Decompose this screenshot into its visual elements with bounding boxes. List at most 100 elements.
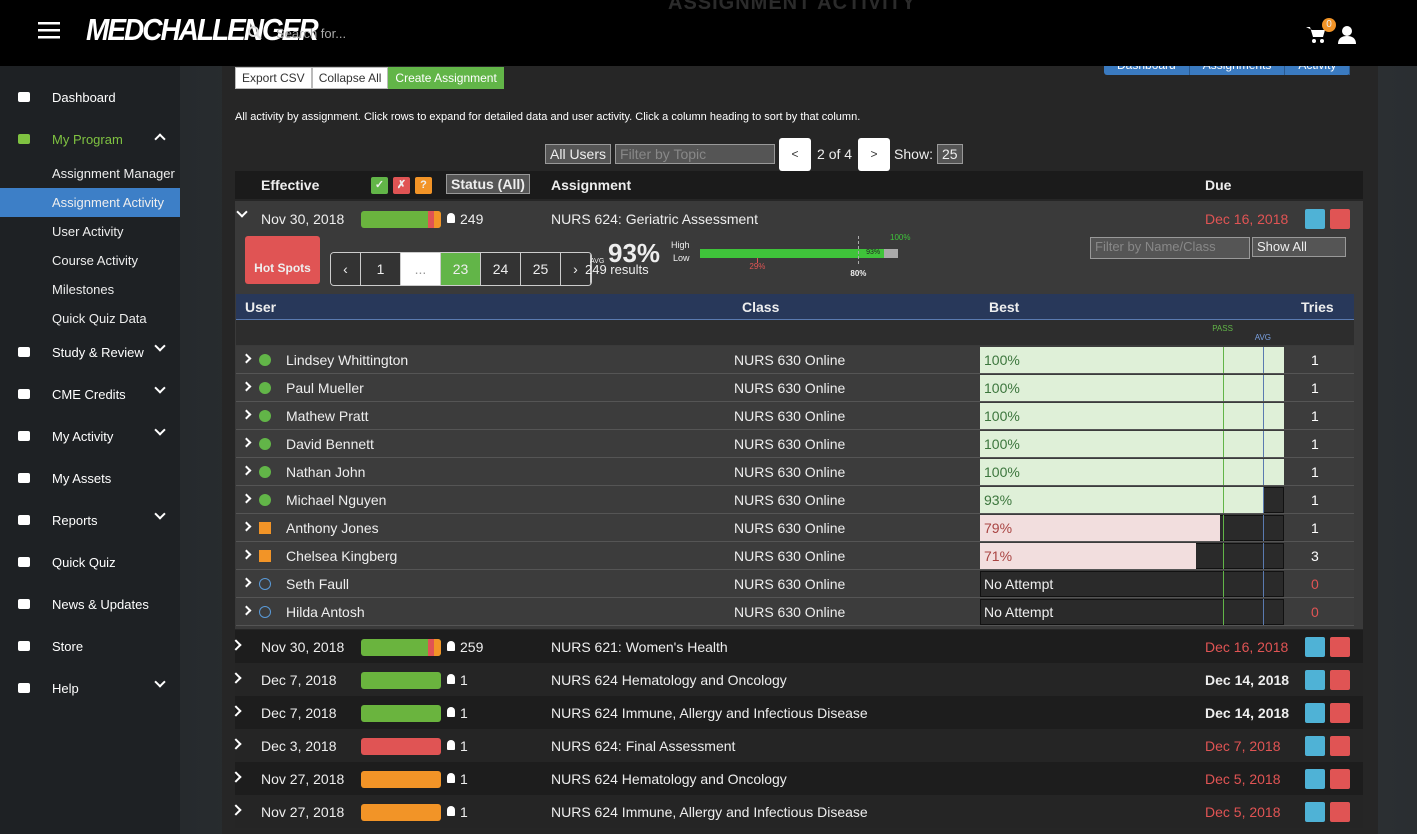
tries: 1 bbox=[1311, 520, 1319, 536]
nav-item[interactable]: My Program bbox=[52, 132, 123, 147]
user-class: NURS 630 Online bbox=[734, 436, 846, 452]
subnav-item[interactable]: Assignment Activity bbox=[0, 188, 180, 217]
status-filter[interactable]: ? bbox=[415, 177, 432, 194]
status-bar-segment bbox=[434, 211, 441, 228]
nav-item[interactable]: Dashboard bbox=[52, 90, 116, 105]
settings-button[interactable] bbox=[1305, 736, 1325, 756]
assignment-name[interactable]: NURS 624 Hematology and Oncology bbox=[551, 771, 787, 787]
user-name[interactable]: Michael Nguyen bbox=[286, 492, 387, 508]
max-label: 100% bbox=[890, 233, 911, 242]
assignment-name[interactable]: NURS 624 Hematology and Oncology bbox=[551, 672, 787, 688]
assignment-name[interactable]: NURS 624 Immune, Allergy and Infectious … bbox=[551, 804, 868, 820]
settings-button[interactable] bbox=[1305, 703, 1325, 723]
logo[interactable]: MEDCHALLENGER bbox=[86, 12, 319, 47]
delete-button[interactable] bbox=[1330, 703, 1350, 723]
settings-button[interactable] bbox=[1305, 637, 1325, 657]
subnav-item[interactable]: User Activity bbox=[52, 224, 124, 239]
pass-line bbox=[1223, 515, 1225, 541]
high-label: High bbox=[671, 240, 690, 250]
min-label: 29% bbox=[749, 262, 766, 271]
topic-filter[interactable]: Filter by Topic bbox=[615, 144, 776, 164]
pass-line bbox=[1223, 431, 1225, 457]
subnav-item[interactable]: Quick Quiz Data bbox=[52, 311, 147, 326]
delete-button[interactable] bbox=[1330, 802, 1350, 822]
page-title: ASSIGNMENT ACTIVITY bbox=[668, 0, 917, 14]
user-name[interactable]: Mathew Pratt bbox=[286, 408, 369, 424]
toolbar-button[interactable]: Create Assignment bbox=[388, 67, 504, 89]
user-name[interactable]: Chelsea Kingberg bbox=[286, 548, 398, 564]
subnav-item[interactable]: Milestones bbox=[52, 282, 115, 297]
hot-spots-button[interactable]: Hot Spots bbox=[245, 236, 320, 284]
nav-item[interactable]: My Activity bbox=[52, 429, 114, 444]
status-filter[interactable]: ✓ bbox=[371, 177, 388, 194]
user-name[interactable]: Anthony Jones bbox=[286, 520, 379, 536]
user-name[interactable]: Hilda Antosh bbox=[286, 604, 365, 620]
user-name[interactable]: Nathan John bbox=[286, 464, 366, 480]
delete-button[interactable] bbox=[1330, 670, 1350, 690]
cart-icon[interactable] bbox=[1306, 26, 1326, 44]
page-button[interactable]: ... bbox=[401, 253, 441, 285]
users-column[interactable]: User bbox=[245, 299, 277, 315]
settings-button[interactable] bbox=[1305, 802, 1325, 822]
column-assignment[interactable]: Assignment bbox=[551, 177, 632, 193]
avg-score: 93% bbox=[608, 238, 661, 268]
settings-button[interactable] bbox=[1305, 209, 1325, 229]
delete-button[interactable] bbox=[1330, 769, 1350, 789]
nav-item[interactable]: CME Credits bbox=[52, 387, 126, 402]
column-due[interactable]: Due bbox=[1205, 177, 1232, 193]
subnav-item[interactable]: Course Activity bbox=[52, 253, 138, 268]
page-button[interactable]: 25 bbox=[521, 253, 561, 285]
show-select[interactable]: 25 bbox=[936, 144, 963, 164]
nav-item[interactable]: My Assets bbox=[52, 471, 112, 486]
nav-item[interactable]: Study & Review bbox=[52, 345, 144, 360]
name-filter[interactable]: Filter by Name/Class bbox=[1090, 237, 1250, 259]
delete-button[interactable] bbox=[1330, 209, 1350, 229]
delete-button[interactable] bbox=[1330, 736, 1350, 756]
assignment-name[interactable]: NURS 624 Immune, Allergy and Infectious … bbox=[551, 705, 868, 721]
show-filter[interactable]: Show All bbox=[1252, 237, 1346, 257]
page-button[interactable]: 23 bbox=[441, 253, 481, 285]
pass-line bbox=[1223, 403, 1225, 429]
best-label: 71% bbox=[984, 548, 1013, 564]
nav-item[interactable]: Store bbox=[52, 639, 84, 654]
search-input[interactable]: Search for... bbox=[276, 26, 347, 41]
page-button[interactable]: ‹ bbox=[331, 253, 361, 285]
toolbar-button[interactable]: Collapse All bbox=[311, 67, 389, 89]
user-name[interactable]: Lindsey Whittington bbox=[286, 352, 409, 368]
subnav-item[interactable]: Assignment Manager bbox=[52, 166, 175, 181]
assignment-name[interactable]: NURS 624: Final Assessment bbox=[551, 738, 736, 754]
settings-button[interactable] bbox=[1305, 769, 1325, 789]
delete-button[interactable] bbox=[1330, 637, 1350, 657]
users-select[interactable]: All Users bbox=[545, 144, 612, 164]
status-filter[interactable]: ✗ bbox=[393, 177, 410, 194]
assignment-name[interactable]: NURS 621: Women's Health bbox=[551, 639, 728, 655]
nav-item[interactable]: News & Updates bbox=[52, 597, 149, 612]
next-button[interactable]: > bbox=[858, 137, 891, 171]
due-date: Dec 14, 2018 bbox=[1205, 705, 1290, 721]
user-name[interactable]: David Bennett bbox=[286, 436, 374, 452]
prev-button[interactable]: < bbox=[779, 137, 812, 171]
cart-badge: 0 bbox=[1322, 18, 1336, 32]
nav-item[interactable]: Help bbox=[52, 681, 79, 696]
filter-row: All Users Filter by Topic <2 of 4 > Show: 25 bbox=[545, 137, 963, 171]
user-name[interactable]: Seth Faull bbox=[286, 576, 350, 592]
users-column[interactable]: Tries bbox=[1301, 299, 1334, 315]
menu-icon[interactable] bbox=[38, 22, 60, 40]
nav-item[interactable]: Quick Quiz bbox=[52, 555, 116, 570]
page-button[interactable]: › bbox=[561, 253, 591, 285]
settings-button[interactable] bbox=[1305, 670, 1325, 690]
user-name[interactable]: Paul Mueller bbox=[286, 380, 364, 396]
users-column[interactable]: Best bbox=[989, 299, 1020, 315]
user-count: 1 bbox=[460, 804, 468, 820]
status-select[interactable]: Status (All) bbox=[446, 174, 530, 194]
toolbar-button[interactable]: Export CSV bbox=[235, 67, 312, 89]
users-column[interactable]: Class bbox=[742, 299, 780, 315]
status-icon bbox=[259, 438, 271, 450]
page-button[interactable]: 24 bbox=[481, 253, 521, 285]
page-button[interactable]: 1 bbox=[361, 253, 401, 285]
column-effective[interactable]: Effective bbox=[261, 177, 320, 193]
due-date: Dec 5, 2018 bbox=[1205, 771, 1281, 787]
user-icon[interactable] bbox=[1338, 26, 1356, 44]
nav-item[interactable]: Reports bbox=[52, 513, 98, 528]
effective-date: Dec 7, 2018 bbox=[261, 705, 337, 721]
